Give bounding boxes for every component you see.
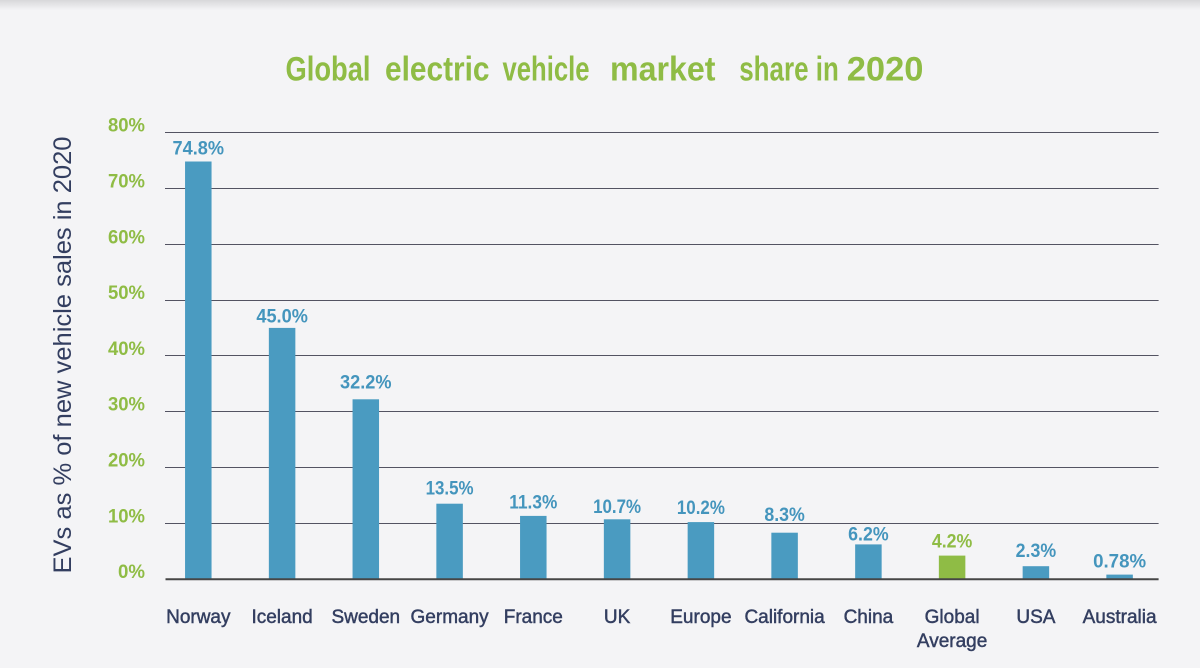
svg-text:market: market [610,51,716,89]
svg-text:2020: 2020 [847,51,924,89]
svg-text:Norway: Norway [166,607,231,628]
svg-text:France: France [504,607,563,628]
svg-text:32.2%: 32.2% [340,372,392,393]
svg-text:30%: 30% [108,395,145,416]
svg-text:40%: 40% [108,339,145,360]
svg-text:10%: 10% [108,506,145,527]
svg-text:China: China [844,607,894,628]
svg-text:60%: 60% [108,227,145,248]
svg-text:UK: UK [604,607,631,628]
svg-text:vehicle: vehicle [503,51,590,89]
svg-text:Europe: Europe [670,607,731,628]
svg-text:in: in [816,51,839,89]
svg-text:80%: 80% [108,116,145,137]
svg-text:0.78%: 0.78% [1093,551,1146,572]
svg-text:0%: 0% [118,562,145,583]
svg-text:Sweden: Sweden [331,607,400,628]
svg-text:50%: 50% [108,283,145,304]
svg-text:EVs as % of new vehicle sales: EVs as % of new vehicle sales in 2020 [49,137,77,574]
svg-text:Average: Average [917,631,987,652]
svg-text:Global: Global [925,607,980,628]
svg-text:6.2%: 6.2% [848,524,889,545]
svg-text:74.8%: 74.8% [173,139,225,160]
svg-text:electric: electric [385,51,490,89]
svg-text:45.0%: 45.0% [256,306,308,327]
svg-text:70%: 70% [108,172,145,193]
svg-text:20%: 20% [108,451,145,472]
svg-text:4.2%: 4.2% [932,532,973,553]
svg-text:8.3%: 8.3% [764,505,805,526]
svg-text:Iceland: Iceland [251,607,312,628]
svg-text:10.2%: 10.2% [677,498,725,519]
svg-text:13.5%: 13.5% [426,479,474,500]
svg-text:11.3%: 11.3% [509,492,557,513]
svg-text:Germany: Germany [411,607,490,628]
svg-text:USA: USA [1016,607,1055,628]
svg-text:2.3%: 2.3% [1016,541,1057,562]
svg-text:10.7%: 10.7% [593,497,641,518]
svg-text:Australia: Australia [1083,607,1157,628]
svg-text:Global: Global [286,51,371,89]
svg-text:California: California [744,607,825,628]
svg-text:share: share [739,51,808,89]
